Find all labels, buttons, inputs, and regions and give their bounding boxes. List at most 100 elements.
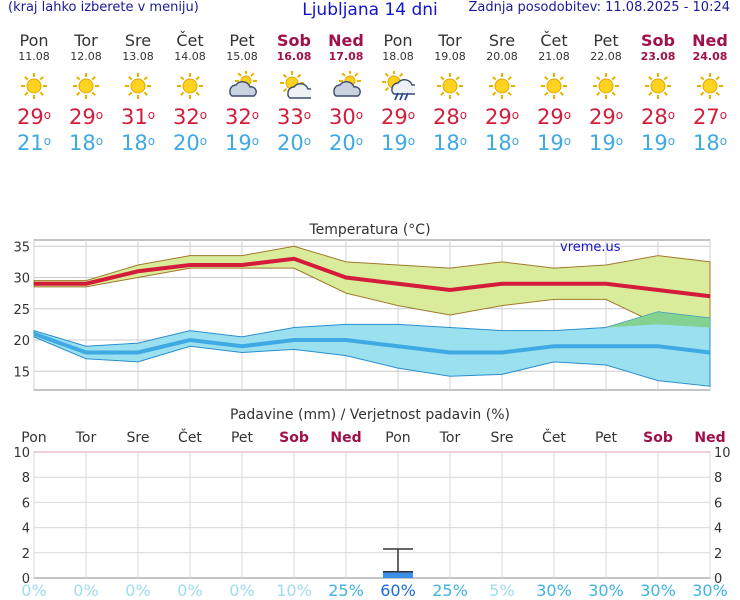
- day-column: Pet 22.08 29o 19o: [580, 32, 632, 156]
- precipitation-probability: 30%: [536, 581, 572, 600]
- max-temp-line: [34, 256, 711, 299]
- day-name: Sre: [124, 31, 152, 50]
- temp-max: 33o: [276, 105, 312, 129]
- temp-min: 19o: [640, 131, 676, 155]
- temp-min: 20o: [276, 131, 312, 155]
- sun-cloud-icon: [280, 71, 311, 99]
- precipitation-probability: 30%: [692, 581, 728, 600]
- day-date: 22.08: [590, 50, 622, 63]
- day-column: Tor 12.08 29o 18o: [60, 32, 112, 156]
- temp-min: 19o: [224, 131, 260, 155]
- temp-min: 20o: [172, 131, 208, 155]
- temp-max: 30o: [328, 105, 364, 129]
- day-date: 13.08: [122, 50, 154, 63]
- temp-max: 29o: [484, 105, 520, 129]
- sun-icon: [177, 73, 203, 99]
- day-column: Čet 14.08 32o 20o: [164, 32, 216, 156]
- x-tick-label: Tor: [439, 430, 461, 446]
- day-name: Čet: [176, 31, 204, 50]
- day-name: Pet: [593, 31, 619, 50]
- temp-min: 19o: [536, 131, 572, 155]
- temp-max: 28o: [432, 105, 468, 129]
- y-tick-label-left: 8: [22, 471, 30, 486]
- temp-max: 31o: [120, 105, 156, 129]
- precipitation-probability: 60%: [380, 581, 416, 600]
- day-date: 15.08: [226, 50, 258, 63]
- y-tick-label-right: 2: [714, 547, 722, 562]
- temp-max: 29o: [380, 105, 416, 129]
- y-tick-label-right: 8: [714, 471, 722, 486]
- temp-min: 18o: [432, 131, 468, 155]
- day-date: 14.08: [174, 50, 206, 63]
- day-name: Sre: [488, 31, 516, 50]
- day-name: Pon: [383, 31, 413, 50]
- day-date: 19.08: [434, 50, 466, 63]
- y-tick-label-right: 4: [714, 522, 722, 537]
- precipitation-bar: [383, 571, 413, 578]
- precipitation-probability: 0%: [21, 581, 46, 600]
- x-tick-label: Čet: [178, 428, 202, 446]
- y-tick-label-right: 6: [714, 496, 722, 511]
- sun-icon: [489, 73, 515, 99]
- last-updated: Zadnja posodobitev: 11.08.2025 - 10:24: [468, 0, 730, 15]
- day-name: Pon: [19, 31, 49, 50]
- day-date: 21.08: [538, 50, 570, 63]
- partly-cloudy-icon: [333, 71, 361, 97]
- temp-min: 18o: [484, 131, 520, 155]
- precipitation-probability: 25%: [328, 581, 364, 600]
- sun-icon: [645, 73, 671, 99]
- day-column: Tor 19.08 28o 18o: [424, 32, 476, 156]
- day-date: 18.08: [382, 50, 414, 63]
- day-name: Pet: [229, 31, 255, 50]
- precipitation-probability: 30%: [640, 581, 676, 600]
- temp-min: 18o: [692, 131, 728, 155]
- day-column: Pon 11.08 29o 21o: [8, 32, 60, 156]
- temp-max: 29o: [68, 105, 104, 129]
- day-name: Sob: [277, 31, 311, 50]
- day-column: Pet 15.08 32o 19o: [216, 32, 268, 156]
- y-tick-label-left: 4: [22, 522, 30, 537]
- day-column: Sre 20.08 29o 18o: [476, 32, 528, 156]
- temp-min: 21o: [16, 131, 52, 155]
- min-temp-line: [33, 331, 711, 355]
- min-temp-range-band: [33, 311, 711, 387]
- temp-max: 27o: [692, 105, 728, 129]
- y-tick-label-left: 0: [22, 572, 30, 587]
- day-date: 12.08: [70, 50, 102, 63]
- day-date: 17.08: [328, 50, 364, 63]
- temp-min: 18o: [68, 131, 104, 155]
- watermark: vreme.us: [560, 240, 621, 255]
- day-column: Pon 18.08 29o 19o: [372, 32, 424, 156]
- precipitation-probability: 5%: [489, 581, 514, 600]
- day-date: 16.08: [276, 50, 312, 63]
- y-tick-label-left: 10: [13, 446, 30, 461]
- x-tick-label: Ned: [330, 430, 361, 446]
- sun-rain-icon: [382, 71, 415, 101]
- temp-max: 29o: [16, 105, 52, 129]
- temp-max: 32o: [224, 105, 260, 129]
- sun-icon: [593, 73, 619, 99]
- day-name: Ned: [692, 31, 728, 50]
- precipitation-plot-area: [33, 451, 711, 579]
- precipitation-chart-title: Padavine (mm) / Verjetnost padavin (%): [230, 407, 510, 423]
- y-tick-label: 20: [13, 334, 30, 349]
- location-menu-hint[interactable]: (kraj lahko izberete v meniju): [8, 0, 199, 15]
- day-column: Sob 16.08 33o 20o: [268, 32, 320, 156]
- precipitation-probability: 10%: [276, 581, 312, 600]
- day-name: Čet: [540, 31, 568, 50]
- y-tick-label-left: 6: [22, 496, 30, 511]
- sun-icon: [125, 73, 151, 99]
- x-tick-label: Pet: [595, 430, 618, 446]
- day-column: Ned 24.08 27o 18o: [684, 32, 736, 156]
- x-tick-label: Sre: [127, 430, 150, 446]
- day-column: Sre 13.08 31o 18o: [112, 32, 164, 156]
- x-tick-label: Sob: [643, 430, 673, 446]
- day-column: Čet 21.08 29o 19o: [528, 32, 580, 156]
- x-tick-label: Sre: [491, 430, 514, 446]
- sun-icon: [73, 73, 99, 99]
- temp-max: 28o: [640, 105, 676, 129]
- x-tick-label: Ned: [694, 430, 725, 446]
- temperature-plot-area: [33, 239, 711, 391]
- y-tick-label-left: 2: [22, 547, 30, 562]
